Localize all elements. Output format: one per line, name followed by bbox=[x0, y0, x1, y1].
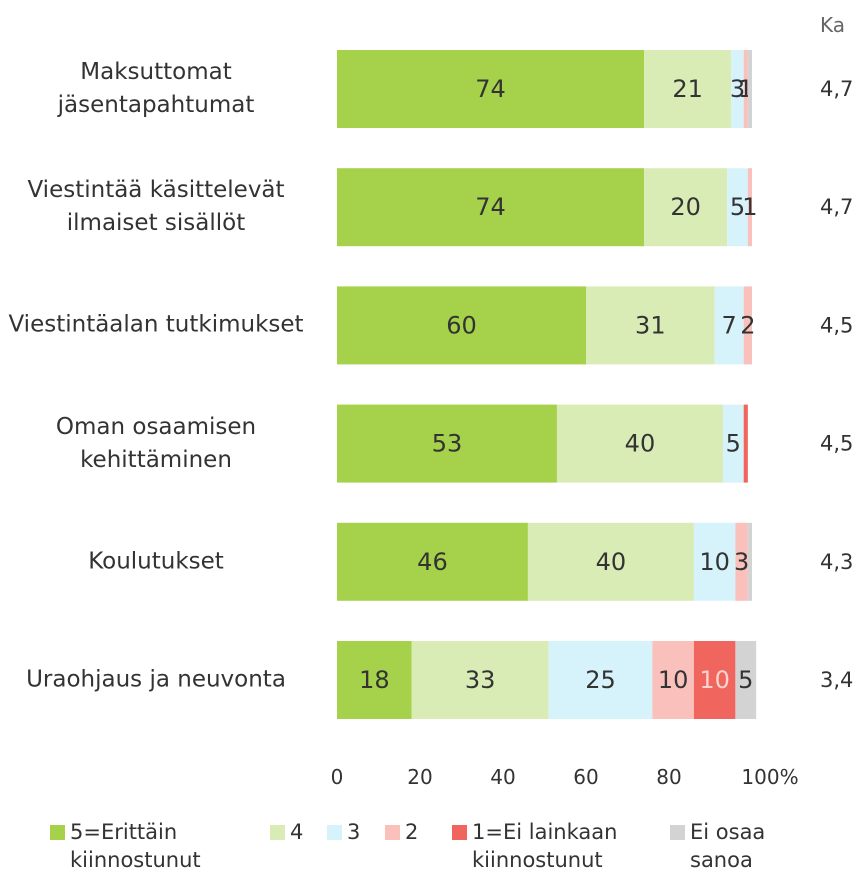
legend-label: 4 bbox=[290, 820, 304, 844]
data-label: 2 bbox=[740, 311, 755, 339]
data-label: 3 bbox=[734, 548, 749, 576]
category-label: Oman osaamisen kehittäminen bbox=[55, 413, 257, 473]
category-label: Viestintäalan tutkimukset bbox=[8, 311, 304, 338]
data-label: 1 bbox=[742, 193, 757, 221]
legend-item: 2 bbox=[385, 818, 435, 846]
bar-segment bbox=[548, 641, 653, 719]
data-label: 7 bbox=[722, 311, 737, 339]
bar-segment bbox=[586, 286, 715, 365]
legend-item: 3 bbox=[327, 818, 377, 846]
legend-swatch bbox=[385, 825, 400, 840]
ka-value: 4,7 bbox=[820, 195, 853, 219]
data-label: 74 bbox=[475, 193, 506, 221]
ka-value: 4,5 bbox=[820, 313, 853, 337]
bar-segment bbox=[337, 404, 557, 483]
bar-segment bbox=[731, 50, 744, 128]
legend-item: 4 bbox=[270, 818, 320, 846]
bar-segment bbox=[337, 641, 412, 719]
bar-segment bbox=[411, 641, 549, 719]
data-label: 18 bbox=[359, 666, 390, 694]
data-label: 5 bbox=[730, 193, 745, 221]
bar-segment bbox=[747, 50, 752, 128]
category-label: Viestintää käsittelevät ilmaiset sisällö… bbox=[27, 177, 285, 237]
data-label: 10 bbox=[658, 666, 689, 694]
x-tick-label: 20 bbox=[407, 765, 432, 789]
ka-value: 4,3 bbox=[820, 550, 853, 574]
bar-segment bbox=[527, 522, 694, 601]
legend-swatch bbox=[50, 825, 65, 840]
bar-segment bbox=[693, 522, 736, 601]
x-tick-label: 0 bbox=[331, 765, 344, 789]
data-label: 10 bbox=[699, 548, 730, 576]
legend-swatch bbox=[670, 825, 685, 840]
legend-swatch bbox=[452, 825, 467, 840]
x-tick-label: 100% bbox=[741, 765, 798, 789]
bar-segment bbox=[337, 286, 586, 365]
data-label: 46 bbox=[417, 548, 448, 576]
bar-segment bbox=[337, 168, 645, 247]
data-label: 31 bbox=[635, 311, 666, 339]
bar-segment bbox=[727, 168, 748, 247]
data-label: 10 bbox=[699, 666, 730, 694]
legend-label: 2 bbox=[405, 820, 419, 844]
legend-label: 1=Ei lainkaan kiinnostunut bbox=[472, 820, 618, 872]
data-label: 25 bbox=[585, 666, 616, 694]
legend-swatch bbox=[327, 825, 342, 840]
bar-segment bbox=[693, 641, 736, 719]
data-label: 60 bbox=[446, 311, 477, 339]
bar-segment bbox=[556, 404, 723, 483]
x-tick-label: 60 bbox=[573, 765, 598, 789]
data-label: 53 bbox=[432, 430, 463, 458]
bar-segment bbox=[747, 522, 752, 601]
legend-item: 1=Ei lainkaan kiinnostunut bbox=[452, 818, 647, 874]
bar-segment bbox=[735, 522, 748, 601]
bar-segment bbox=[743, 404, 748, 483]
category-label: Uraohjaus ja neuvonta bbox=[26, 666, 286, 693]
data-label: 74 bbox=[475, 75, 506, 103]
bar-segment bbox=[337, 50, 645, 128]
legend-label: Ei osaa sanoa bbox=[690, 820, 766, 872]
category-label: Koulutukset bbox=[88, 548, 224, 575]
legend-label: 3 bbox=[347, 820, 361, 844]
bar-segment bbox=[714, 286, 744, 365]
legend-swatch bbox=[270, 825, 285, 840]
data-label: 33 bbox=[465, 666, 496, 694]
x-tick-label: 80 bbox=[656, 765, 681, 789]
ka-value: 3,4 bbox=[820, 668, 853, 692]
x-tick-label: 40 bbox=[490, 765, 515, 789]
ka-value: 4,5 bbox=[820, 432, 853, 456]
ka-value: 4,7 bbox=[820, 77, 853, 101]
legend-label: 5=Erittäin kiinnostunut bbox=[70, 820, 201, 872]
bar-segment bbox=[743, 286, 752, 365]
bar-segment bbox=[644, 168, 728, 247]
category-label: Maksuttomat jäsentapahtumat bbox=[57, 59, 255, 118]
bar-segment bbox=[722, 404, 744, 483]
bar-segment bbox=[652, 641, 694, 719]
data-label: 5 bbox=[738, 666, 753, 694]
data-label: 40 bbox=[625, 430, 656, 458]
bar-segment bbox=[735, 641, 757, 719]
data-label: 20 bbox=[670, 193, 701, 221]
bar-segment bbox=[743, 50, 748, 128]
legend-item: 5=Erittäin kiinnostunut bbox=[50, 818, 245, 874]
legend-item: Ei osaa sanoa bbox=[670, 818, 800, 874]
data-label: 40 bbox=[596, 548, 627, 576]
ka-title: Ka bbox=[820, 13, 845, 37]
data-label: 5 bbox=[726, 430, 741, 458]
bar-segment bbox=[644, 50, 732, 128]
data-label: 3 bbox=[730, 75, 745, 103]
data-label: 21 bbox=[672, 75, 703, 103]
bar-segment bbox=[337, 522, 528, 601]
bar-segment bbox=[747, 168, 752, 247]
